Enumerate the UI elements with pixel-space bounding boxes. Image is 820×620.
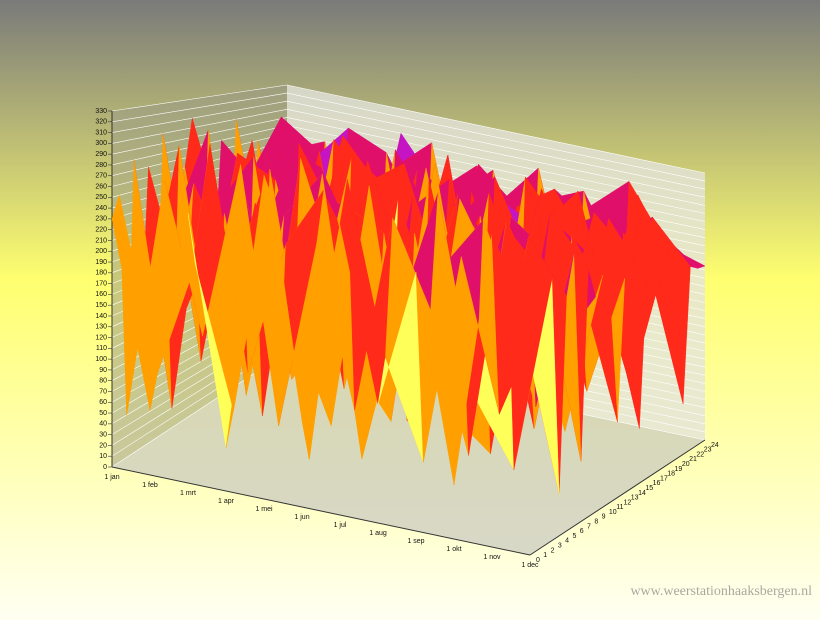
z-tick-label: 10 [609, 509, 617, 516]
z-tick-label: 17 [660, 475, 668, 482]
surface-patch [491, 234, 538, 415]
y-tick-label: 130 [95, 324, 107, 331]
y-tick-label: 290 [95, 151, 107, 158]
z-tick-label: 0 [536, 557, 540, 564]
x-tick-label: 1 mrt [180, 490, 196, 497]
grid-line [111, 117, 706, 206]
y-tick-label: 310 [95, 129, 107, 136]
y-tick-label: 50 [99, 410, 107, 417]
y-tick-label: 10 [99, 453, 107, 460]
grid-line [111, 84, 706, 174]
plot [111, 116, 706, 495]
x-tick-label: 1 jan [104, 474, 119, 481]
z-tick-label: 8 [594, 519, 598, 526]
z-tick-label: 11 [616, 504, 623, 511]
y-tick-label: 190 [95, 259, 107, 266]
x-tick-label: 1 dec [521, 562, 539, 569]
y-tick-label: 240 [95, 205, 107, 212]
z-tick-label: 21 [689, 456, 697, 463]
y-tick-label: 330 [95, 108, 107, 115]
grid-line [111, 108, 706, 198]
y-tick-label: 230 [95, 216, 107, 223]
y-tick-label: 180 [95, 270, 107, 277]
z-tick-label: 1 [543, 552, 547, 559]
z-tick-label: 15 [645, 485, 653, 492]
z-tick-label: 22 [696, 451, 704, 458]
y-tick-label: 260 [95, 183, 107, 190]
z-tick-label: 24 [711, 442, 719, 449]
x-axis [111, 466, 531, 556]
z-tick-label: 5 [572, 533, 576, 540]
y-tick-label: 270 [95, 173, 107, 180]
x-tick-label: 1 sep [407, 538, 424, 545]
grid-line [111, 100, 706, 190]
y-tick-label: 100 [95, 356, 107, 363]
y-tick-label: 0 [103, 464, 107, 471]
y-tick-label: 140 [95, 313, 107, 320]
z-tick-label: 12 [624, 499, 632, 506]
z-tick-label: 6 [580, 528, 584, 535]
x-tick-label: 1 nov [483, 554, 501, 561]
x-tick-label: 1 aug [369, 530, 387, 537]
x-tick-label: 1 jul [334, 522, 347, 529]
y-tick-label: 40 [99, 421, 107, 428]
z-tick-label: 18 [667, 471, 675, 478]
y-tick-label: 210 [95, 237, 107, 244]
y-tick-label: 110 [96, 345, 107, 352]
y-tick-label: 90 [99, 367, 107, 374]
y-tick-label: 250 [95, 194, 107, 201]
y-tick-label: 170 [95, 280, 107, 287]
z-tick-label: 3 [558, 542, 562, 549]
x-tick-label: 1 okt [446, 546, 461, 553]
x-tick-label: 1 jun [294, 514, 309, 521]
y-tick-label: 220 [95, 227, 107, 234]
x-tick-label: 1 mei [255, 506, 273, 513]
y-tick-label: 60 [99, 399, 107, 406]
z-tick-label: 23 [704, 447, 712, 454]
watermark: www.weerstationhaaksbergen.nl [630, 584, 812, 599]
y-tick-label: 200 [95, 248, 107, 255]
z-tick-label: 14 [638, 490, 646, 497]
y-tick-label: 80 [99, 378, 107, 385]
grid-line [111, 92, 706, 182]
z-tick-label: 19 [675, 466, 683, 473]
z-tick-label: 4 [565, 538, 569, 545]
z-tick-label: 13 [631, 495, 639, 502]
y-tick-label: 300 [95, 140, 107, 147]
x-tick-label: 1 apr [218, 498, 235, 505]
y-tick-label: 30 [99, 431, 107, 438]
y-tick-label: 70 [99, 388, 107, 395]
z-tick-label: 2 [551, 547, 555, 554]
x-tick-label: 1 feb [142, 482, 158, 489]
z-tick-label: 7 [587, 523, 591, 530]
y-tick-label: 150 [95, 302, 107, 309]
z-tick-label: 9 [602, 514, 606, 521]
y-tick-label: 280 [95, 162, 107, 169]
y-tick-label: 160 [95, 291, 107, 298]
z-tick-label: 20 [682, 461, 690, 468]
y-tick-label: 320 [95, 119, 107, 126]
y-tick-label: 120 [95, 334, 107, 341]
y-tick-label: 20 [99, 442, 107, 449]
z-tick-label: 16 [653, 480, 661, 487]
z-axis [529, 439, 706, 556]
